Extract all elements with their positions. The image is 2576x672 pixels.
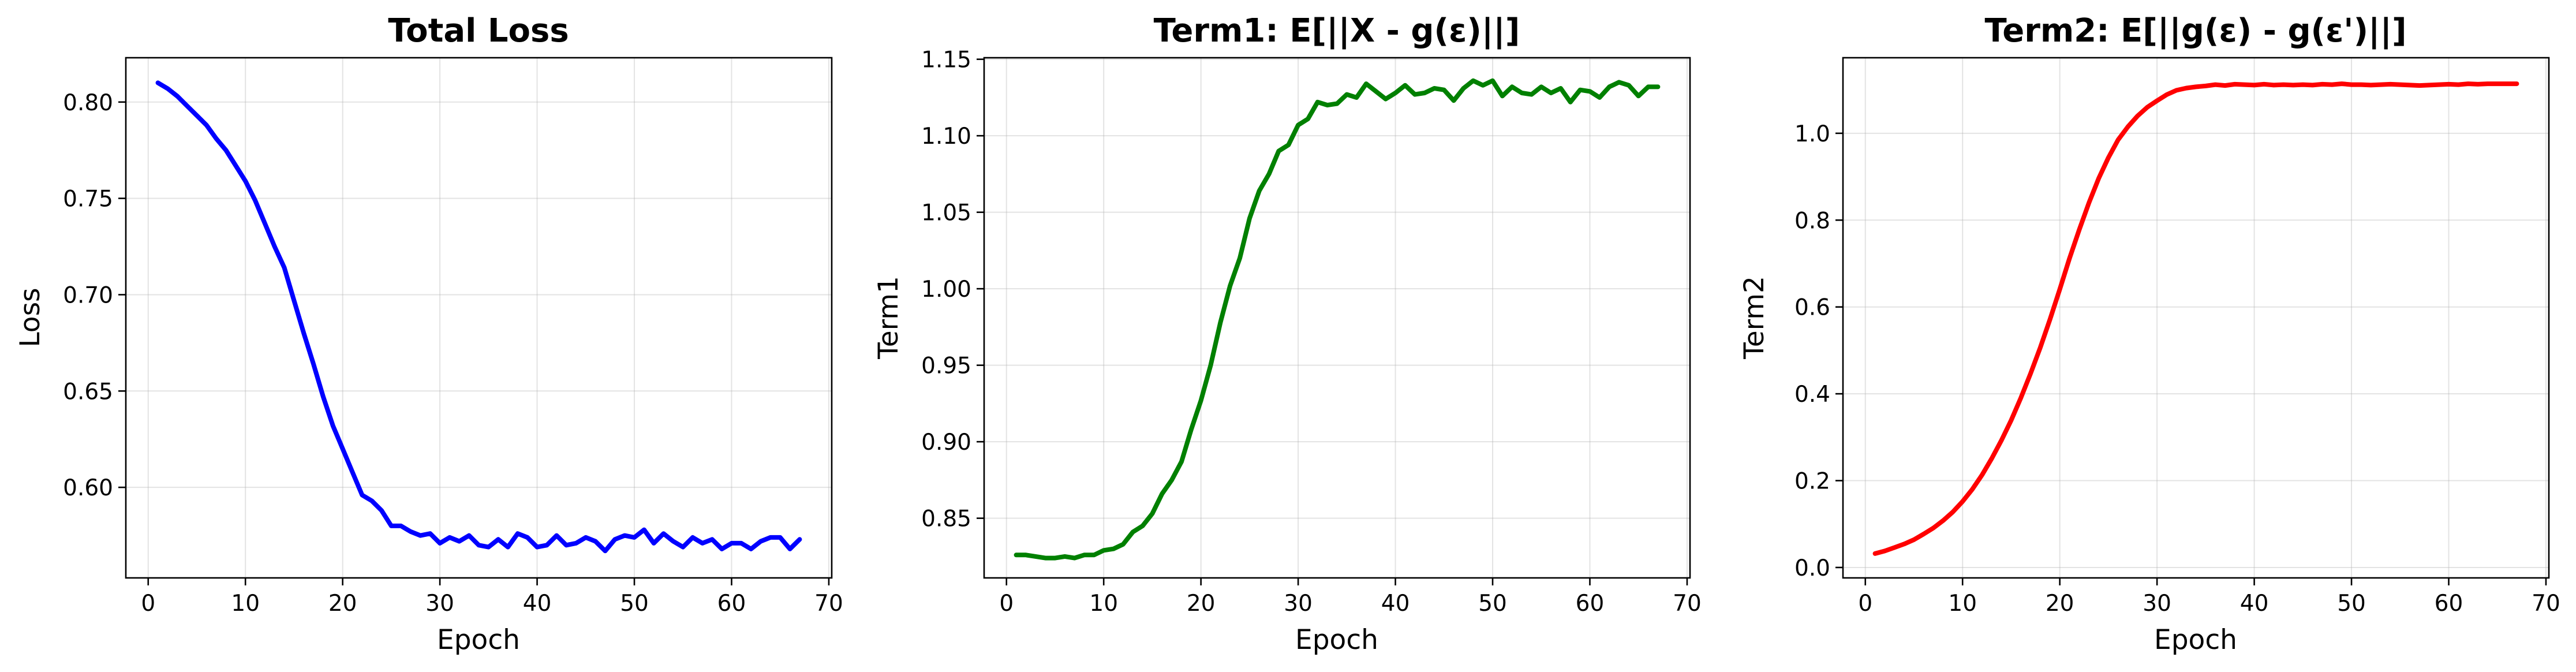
y-tick-label: 0.2 [1794,469,1830,495]
x-tick-label: 70 [1673,591,1702,617]
y-tick-label: 1.15 [921,47,971,73]
x-tick-label: 20 [328,591,357,617]
y-axis-label: Loss [14,288,46,347]
y-tick-label: 1.10 [921,124,971,150]
chart-title: Term1: E[||X - g(ε)||] [1154,12,1520,50]
x-tick-label: 40 [2240,591,2269,617]
x-tick-label: 0 [1858,591,1872,617]
x-tick-label: 10 [1089,591,1118,617]
x-tick-label: 50 [1478,591,1507,617]
subplot-term1: 0 10 20 30 40 50 60 70 0.85 0.90 0.95 1.00 1.05 1.10 1… [873,12,1702,656]
x-tick-label: 20 [2046,591,2074,617]
plot-area [1843,58,2549,578]
y-tick-label: 1.00 [921,277,971,303]
x-tick-label: 30 [2143,591,2171,617]
y-tick-label: 0.65 [63,379,113,405]
x-tick-label: 30 [425,591,454,617]
y-tick-label: 0.6 [1794,295,1830,321]
axes-frame [1842,57,2550,579]
y-tick-label: 0.0 [1794,555,1830,581]
x-tick-label: 50 [2337,591,2366,617]
y-tick-label: 1.05 [921,200,971,226]
x-tick-label: 30 [1284,591,1313,617]
y-tick-label: 0.80 [63,90,113,116]
x-tick-label: 60 [2435,591,2463,617]
chart-title: Total Loss [388,12,569,50]
y-tick-label: 0.90 [921,430,971,456]
x-tick-label: 70 [2532,591,2560,617]
y-tick-label: 0.4 [1794,382,1830,408]
y-tick-label: 0.70 [63,282,113,308]
x-tick-label: 60 [717,591,746,617]
x-tick-label: 70 [814,591,843,617]
axes-frame [125,57,833,579]
y-tick-label: 0.8 [1794,208,1830,234]
x-axis-label: Epoch [437,624,520,656]
y-axis-label: Term2 [1738,276,1770,360]
axes-frame [983,57,1691,579]
term1-series-line [1014,78,1661,561]
x-tick-label: 0 [141,591,155,617]
loss-series-line [155,80,802,554]
y-tick-label: 1.0 [1794,121,1830,147]
subplot-total-loss: 0 10 20 30 40 50 60 70 0.60 0.65 0.70 0.75 0.80 Tota… [14,12,843,656]
y-tick-label: 0.95 [921,353,971,379]
plot-area [126,58,832,578]
x-tick-label: 40 [523,591,552,617]
x-tick-label: 10 [231,591,260,617]
x-tick-label: 0 [999,591,1014,617]
term2-series-line [1872,81,2519,556]
y-tick-label: 0.60 [63,475,113,501]
x-axis-label: Epoch [2154,624,2237,656]
x-axis-label: Epoch [1295,624,1378,656]
plot-area [984,58,1690,578]
x-tick-label: 40 [1381,591,1410,617]
y-axis-label: Term1 [873,276,904,360]
y-tick-label: 0.75 [63,186,113,212]
x-tick-label: 60 [1576,591,1605,617]
subplot-term2: 0 10 20 30 40 50 60 70 0.0 0.2 0.4 0.6 0.8 1.0 Term2:… [1738,12,2560,656]
x-tick-label: 20 [1187,591,1216,617]
chart-title: Term2: E[||g(ε) - g(ε')||] [1984,12,2406,50]
x-tick-label: 50 [620,591,649,617]
x-tick-label: 10 [1948,591,1977,617]
y-tick-label: 0.85 [921,506,971,532]
